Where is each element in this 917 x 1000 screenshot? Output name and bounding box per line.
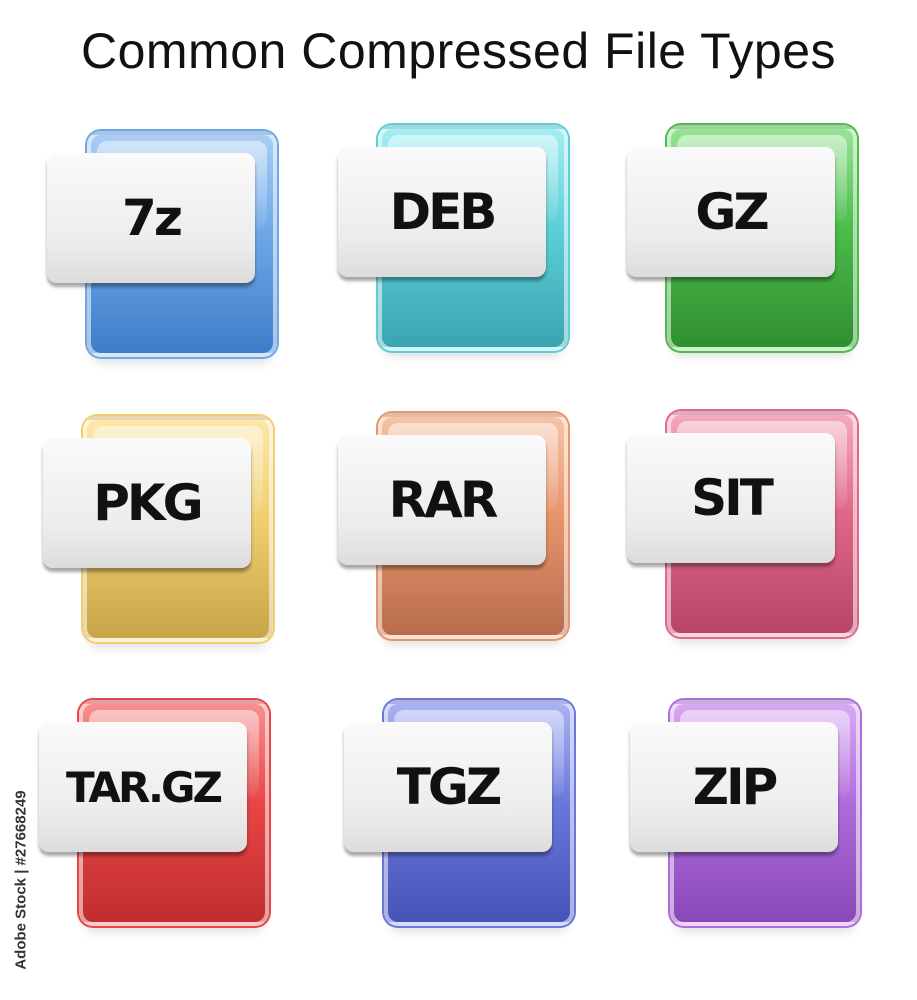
file-icon-deb: DEB bbox=[338, 125, 568, 355]
file-icon-sit: SIT bbox=[627, 411, 857, 641]
file-type-text: SIT bbox=[691, 469, 774, 527]
stock-watermark: Adobe Stock | #27668249 bbox=[6, 770, 36, 990]
file-label: TAR.GZ bbox=[39, 722, 247, 852]
file-icon-tgz: TGZ bbox=[344, 700, 574, 930]
file-type-text: PKG bbox=[93, 474, 203, 532]
file-label: PKG bbox=[43, 438, 251, 568]
watermark-text: Adobe Stock | #27668249 bbox=[12, 790, 30, 970]
file-type-text: ZIP bbox=[692, 758, 778, 816]
file-label: RAR bbox=[338, 435, 546, 565]
file-type-text: RAR bbox=[388, 471, 499, 529]
file-label: GZ bbox=[627, 147, 835, 277]
file-label: ZIP bbox=[630, 722, 838, 852]
file-icon-gz: GZ bbox=[627, 125, 857, 355]
file-type-text: GZ bbox=[695, 183, 769, 241]
page-title: Common Compressed File Types bbox=[80, 23, 836, 79]
file-type-text: 7z bbox=[122, 189, 183, 247]
file-type-text: DEB bbox=[389, 183, 498, 241]
file-label: 7z bbox=[47, 153, 255, 283]
file-label: TGZ bbox=[344, 722, 552, 852]
file-type-text: TAR.GZ bbox=[66, 762, 223, 812]
file-icon-zip: ZIP bbox=[630, 700, 860, 930]
file-type-text: TGZ bbox=[396, 758, 502, 816]
file-label: DEB bbox=[338, 147, 546, 277]
file-label: SIT bbox=[627, 433, 835, 563]
file-icon-rar: RAR bbox=[338, 413, 568, 643]
file-icon-pkg: PKG bbox=[43, 416, 273, 646]
file-icon-7z: 7z bbox=[47, 131, 277, 361]
file-icon-tar-gz: TAR.GZ bbox=[39, 700, 269, 930]
